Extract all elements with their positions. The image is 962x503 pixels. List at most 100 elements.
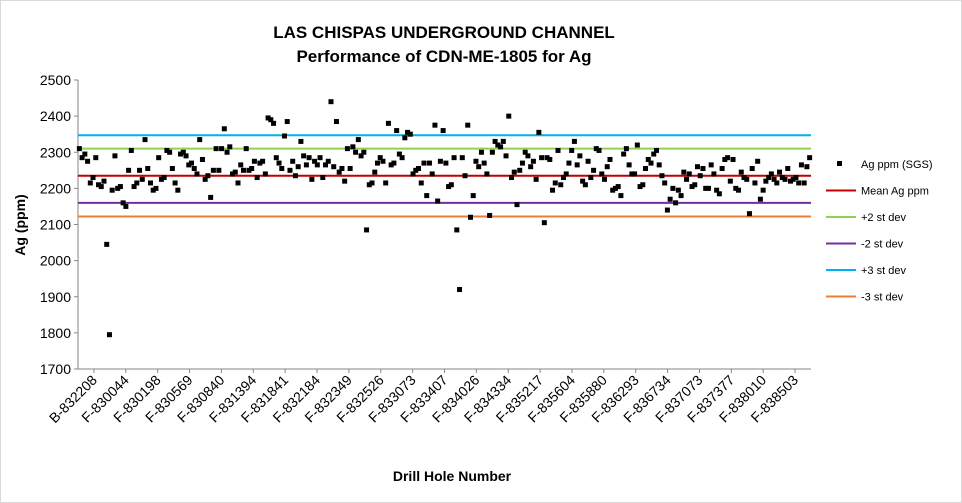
data-point: [443, 160, 449, 166]
data-point: [268, 117, 274, 123]
data-point: [492, 138, 498, 144]
data-point: [596, 147, 602, 153]
data-point: [675, 187, 681, 193]
data-point: [459, 155, 465, 161]
data-point: [610, 187, 616, 193]
legend-item: Mean Ag ppm: [826, 186, 929, 198]
data-point: [766, 175, 772, 181]
data-point: [366, 182, 372, 188]
data-point: [405, 129, 411, 135]
data-point: [421, 160, 427, 166]
data-point: [528, 164, 534, 170]
data-point: [210, 167, 216, 173]
data-point: [755, 158, 761, 164]
data-point: [383, 180, 389, 186]
data-point: [301, 153, 307, 159]
data-point: [736, 187, 742, 193]
data-point: [399, 155, 405, 161]
data-point: [705, 185, 711, 191]
x-axis-ticks: B-832208F-830044F-830198F-830569F-830840…: [46, 369, 801, 426]
data-point: [320, 175, 326, 181]
data-point: [205, 173, 211, 179]
legend-label: Mean Ag ppm: [861, 186, 929, 198]
data-point: [394, 128, 400, 134]
data-point: [251, 158, 257, 164]
data-point: [500, 138, 506, 144]
data-point: [673, 200, 679, 206]
data-point: [112, 153, 118, 159]
data-point: [681, 169, 687, 175]
data-point: [744, 176, 750, 182]
data-point: [271, 120, 277, 126]
legend-label: Ag ppm (SGS): [861, 159, 933, 171]
data-point: [347, 166, 353, 172]
data-point: [134, 180, 140, 186]
legend-marker: [837, 161, 842, 166]
data-point: [577, 153, 583, 159]
legend-item: -2 st dev: [826, 239, 904, 251]
data-point: [790, 176, 796, 182]
data-point: [355, 137, 361, 143]
data-point: [281, 133, 287, 139]
data-point: [364, 227, 370, 233]
data-point: [109, 187, 115, 193]
data-point: [547, 156, 553, 162]
data-point: [470, 193, 476, 199]
data-point: [290, 158, 296, 164]
data-point: [703, 185, 709, 191]
data-point: [369, 180, 375, 186]
data-point: [380, 158, 386, 164]
data-point: [536, 129, 542, 135]
data-point: [615, 184, 621, 190]
data-point: [262, 171, 268, 177]
legend-label: +2 st dev: [861, 212, 906, 224]
data-point: [336, 169, 342, 175]
data-point: [240, 167, 246, 173]
data-point: [172, 180, 178, 186]
data-point: [487, 212, 493, 218]
data-point: [106, 332, 112, 338]
data-point: [117, 184, 123, 190]
data-point: [503, 153, 509, 159]
data-point: [202, 176, 208, 182]
data-point: [243, 146, 249, 152]
y-tick-label: 1900: [40, 289, 71, 305]
data-point: [145, 166, 151, 172]
data-point: [719, 166, 725, 172]
data-point: [741, 175, 747, 181]
data-point: [156, 155, 162, 161]
data-point: [738, 169, 744, 175]
y-tick-label: 2100: [40, 217, 71, 233]
data-point: [298, 138, 304, 144]
data-point: [525, 153, 531, 159]
data-point: [342, 178, 348, 184]
data-point: [221, 126, 227, 132]
data-point: [323, 162, 329, 168]
data-point: [539, 155, 545, 161]
data-point: [787, 178, 793, 184]
data-point: [506, 113, 512, 119]
data-point: [632, 171, 638, 177]
data-point: [93, 155, 99, 161]
y-tick-label: 2200: [40, 180, 71, 196]
data-point: [509, 175, 515, 181]
data-point: [730, 156, 736, 162]
data-point: [432, 122, 438, 128]
data-point: [476, 164, 482, 170]
data-point: [599, 171, 605, 177]
data-point: [142, 137, 148, 143]
data-point: [429, 171, 435, 177]
data-point: [807, 155, 813, 161]
data-point: [560, 175, 566, 181]
data-point: [153, 185, 159, 191]
data-point: [517, 167, 523, 173]
data-point: [662, 180, 668, 186]
data-point: [167, 149, 173, 155]
data-point: [656, 162, 662, 168]
data-point: [314, 162, 320, 168]
data-point: [161, 175, 167, 181]
plot-area: [77, 80, 811, 370]
data-point: [388, 162, 394, 168]
data-point: [714, 187, 720, 193]
